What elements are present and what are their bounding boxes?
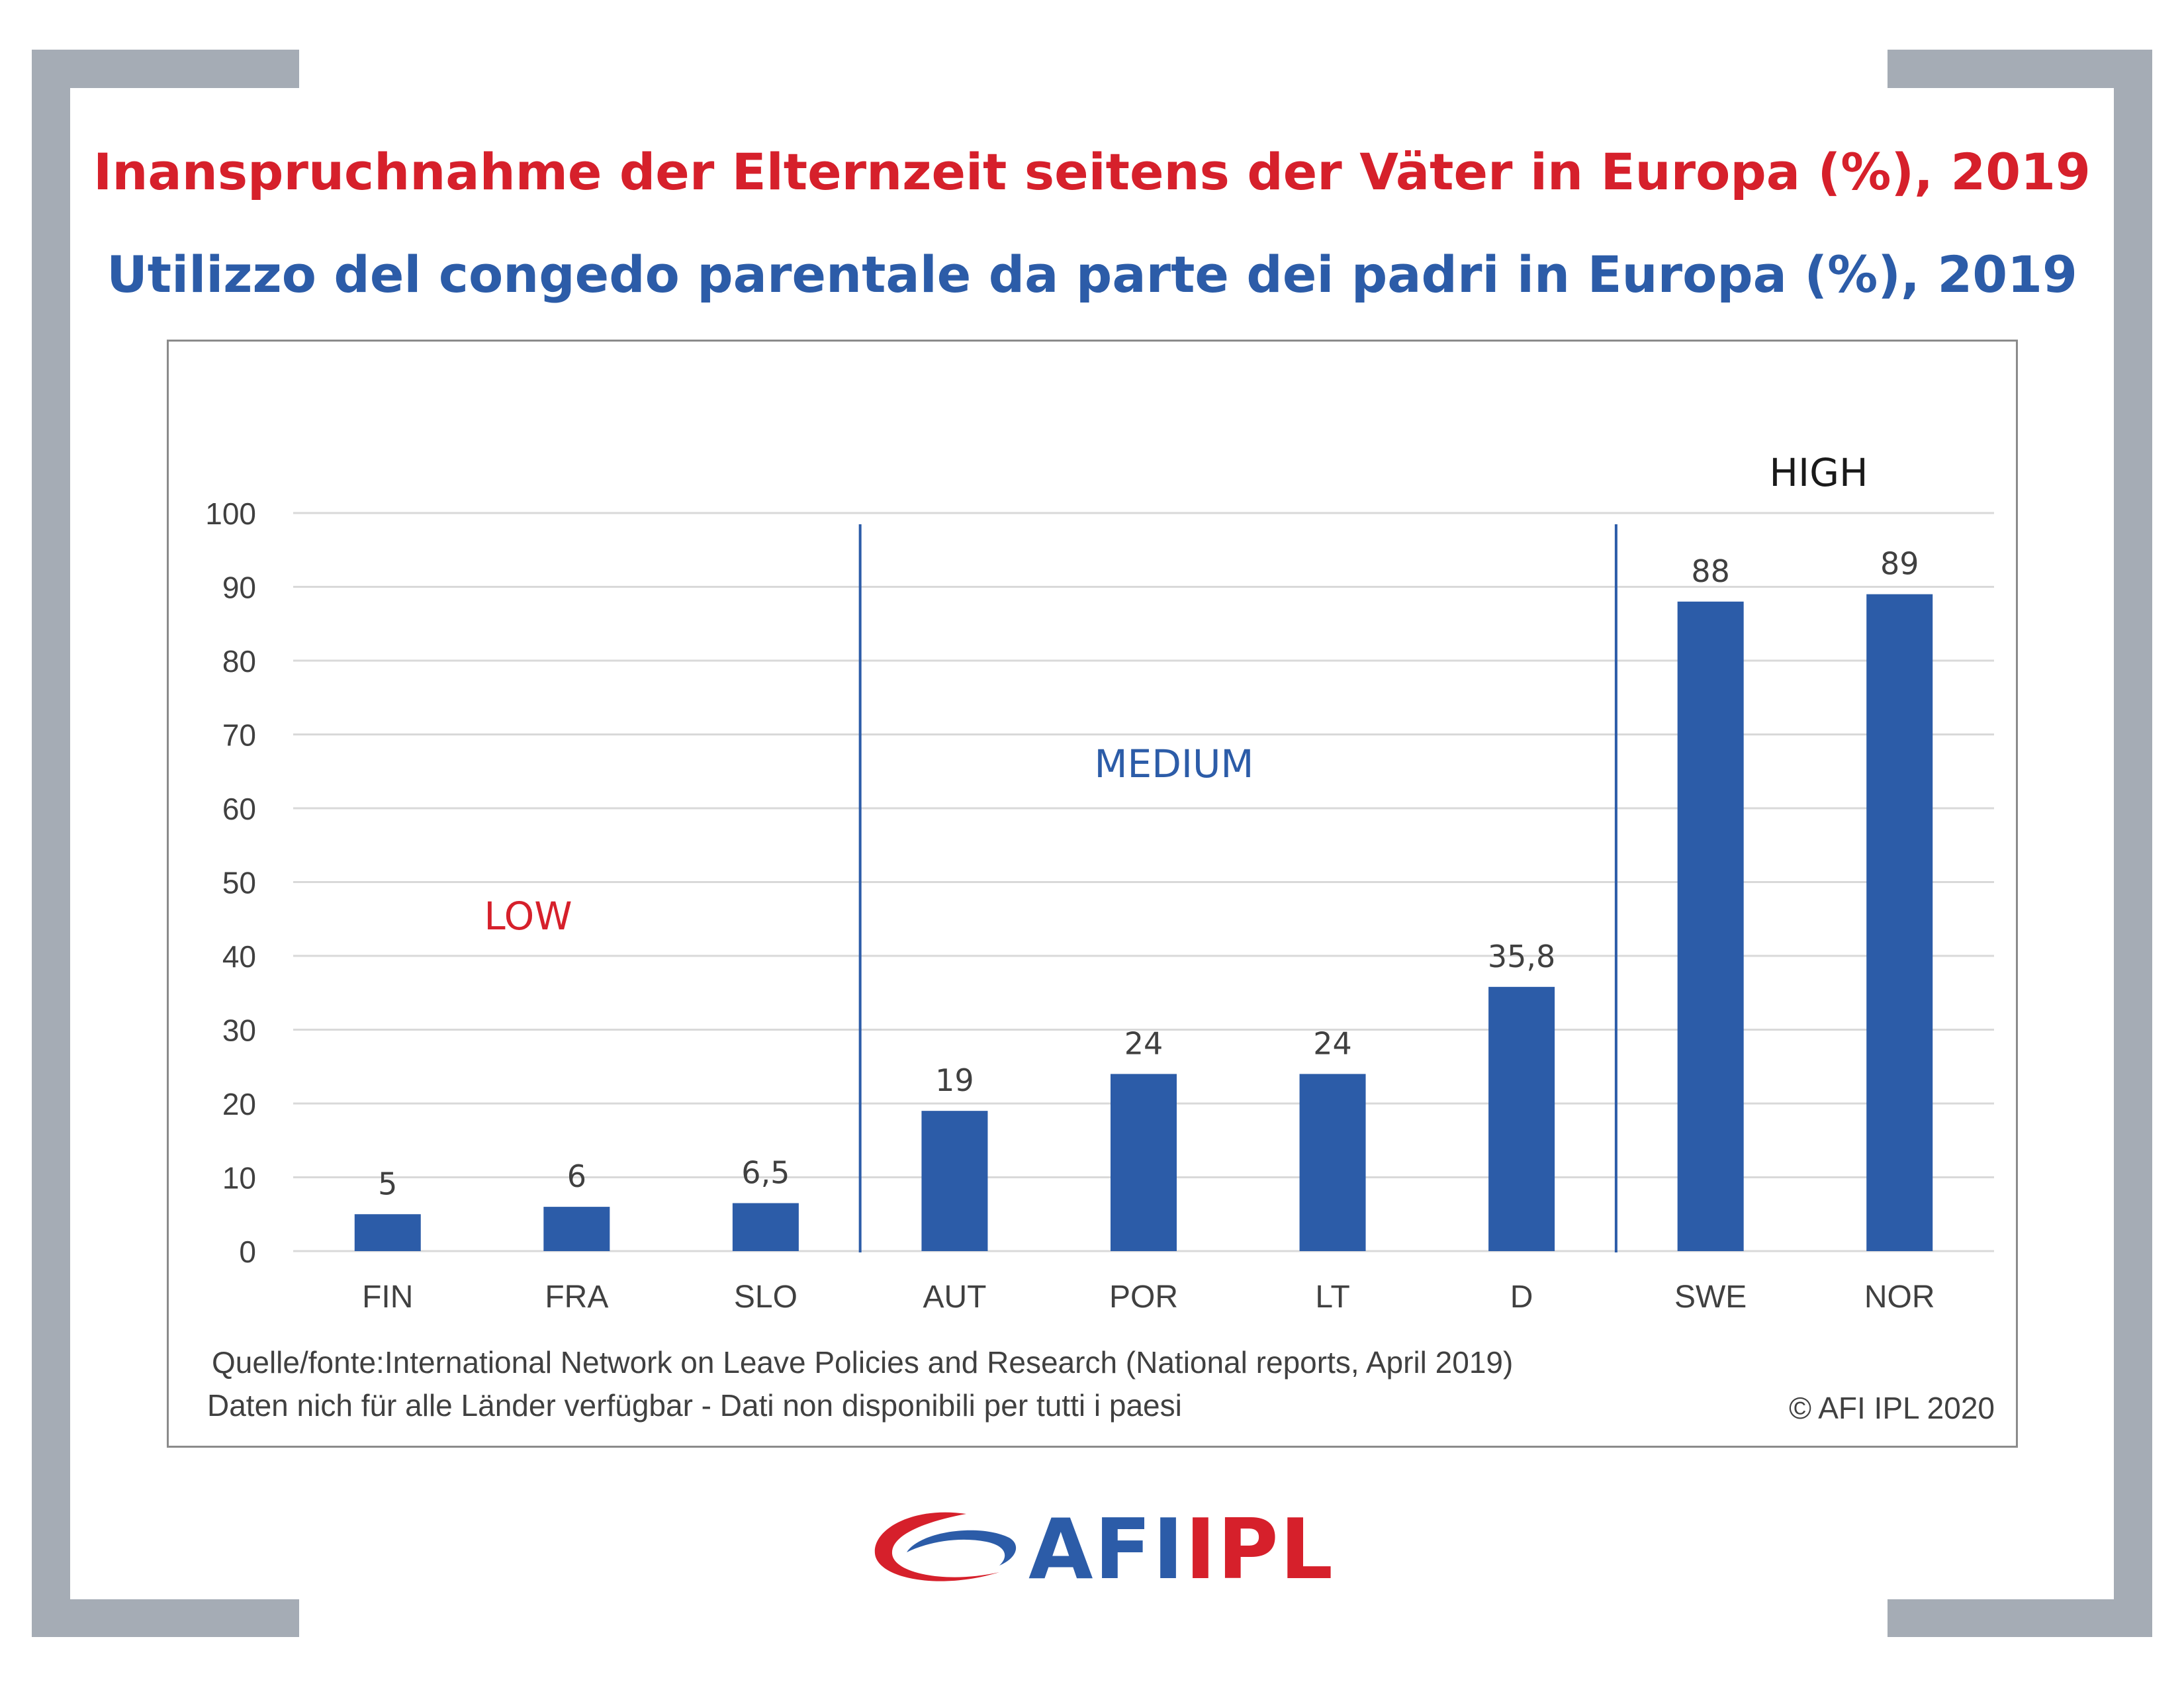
x-tick-label: LT [1315,1280,1349,1315]
bar [1866,594,1933,1251]
x-tick-label: SLO [734,1280,797,1315]
data-label: 88 [1691,553,1730,589]
logo-text-ipl: IPL [1185,1501,1334,1598]
x-tick-label: AUT [923,1280,986,1315]
x-tick-label: D [1510,1280,1533,1315]
x-tick-label: FIN [362,1280,413,1315]
data-label: 5 [378,1166,397,1201]
chart-title-italian: Utilizzo del congedo parentale da parte … [107,245,2077,304]
frame-bracket-left-v [32,50,70,1637]
data-label: 24 [1313,1025,1352,1061]
afi-ipl-logo: AFIIPL [867,1499,1370,1599]
bar [543,1207,610,1251]
bar [354,1214,421,1251]
swoosh-logo-icon [874,1512,1017,1581]
y-tick-label: 100 [205,496,256,531]
frame-bracket-bottom-left-h [32,1599,299,1637]
y-tick-label: 80 [222,644,256,679]
group-label-medium: MEDIUM [1095,741,1254,786]
data-label: 35,8 [1488,939,1555,974]
x-tick-label: SWE [1674,1280,1747,1315]
data-label: 19 [935,1062,974,1098]
x-tick-label: NOR [1864,1280,1935,1315]
frame-bracket-right-v [2114,50,2152,1637]
frame-bracket-top-left-h [32,50,299,88]
copyright-note: © AFI IPL 2020 [1789,1391,1995,1425]
bar [1299,1074,1366,1251]
frame-bracket-top-right-h [1888,50,2152,88]
logo-text-afi: AFI [1028,1501,1185,1598]
data-label: 6 [567,1158,586,1194]
data-label: 89 [1880,546,1919,582]
frame-bracket-bottom-right-h [1888,1599,2152,1637]
y-tick-label: 50 [222,866,256,900]
x-tick-label: FRA [545,1280,608,1315]
bar-chart: 0 10 20 30 40 50 60 70 80 90 100 5 FIN 6 FRA 6,5 SLO 19 AU… [205,450,1994,1315]
y-tick-label: 40 [222,939,256,974]
y-tick-label: 90 [222,571,256,605]
group-label-low: LOW [484,894,572,939]
data-label: 24 [1124,1025,1163,1061]
y-tick-label: 70 [222,718,256,753]
y-tick-label: 60 [222,792,256,826]
group-label-high: HIGH [1769,450,1868,495]
bar [921,1111,988,1251]
bar [1677,601,1744,1251]
y-tick-label: 30 [222,1013,256,1048]
availability-note: Daten nich für alle Länder verfügbar - D… [207,1388,1182,1423]
source-note: Quelle/fonte:International Network on Le… [212,1345,1514,1380]
y-tick-label: 0 [239,1235,256,1269]
chart-title-german: Inanspruchnahme der Elternzeit seitens d… [93,142,2091,201]
bar [732,1203,799,1251]
y-tick-label: 20 [222,1087,256,1121]
y-tick-label: 10 [222,1161,256,1196]
x-tick-label: POR [1109,1280,1178,1315]
chart-container: 0 10 20 30 40 50 60 70 80 90 100 5 FIN 6 FRA 6,5 SLO 19 AU… [167,340,2018,1448]
data-label: 6,5 [741,1155,790,1191]
bar [1488,986,1555,1251]
bar [1111,1074,1177,1251]
